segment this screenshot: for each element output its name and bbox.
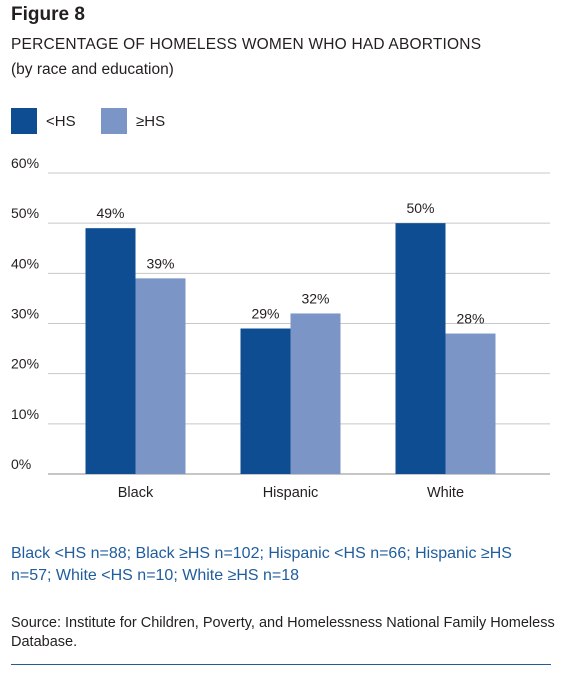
legend-label-lt-hs: <HS xyxy=(46,112,76,130)
x-tick-label: Black xyxy=(118,485,154,501)
y-tick-label: 40% xyxy=(11,255,39,271)
source-note: Source: Institute for Children, Poverty,… xyxy=(11,615,555,650)
sample-size-note: Black <HS n=88; Black ≥HS n=102; Hispani… xyxy=(11,545,512,584)
x-tick-label: White xyxy=(427,485,464,501)
bar-black-ge-hs xyxy=(135,278,186,474)
legend-swatch-lt-hs xyxy=(11,108,37,134)
bar-hispanic-lt-hs xyxy=(240,328,291,474)
bar-black-lt-hs xyxy=(85,228,136,474)
bottom-rule xyxy=(11,664,551,665)
y-tick-label: 0% xyxy=(11,456,31,472)
legend-label-ge-hs: ≥HS xyxy=(136,112,166,130)
data-label: 49% xyxy=(96,205,124,221)
data-label: 32% xyxy=(301,290,329,306)
y-tick-label: 10% xyxy=(11,406,39,422)
y-tick-label: 30% xyxy=(11,306,39,322)
bar-white-ge-hs xyxy=(445,333,496,474)
legend-item-lt-hs: <HS xyxy=(11,108,76,134)
legend-item-ge-hs: ≥HS xyxy=(101,108,165,134)
bar-chart: 0% 10% 20% 30% 40% 50% 60% 49% 39% Black 29% 32% His… xyxy=(11,155,550,501)
y-tick-label: 60% xyxy=(11,155,39,171)
data-label: 50% xyxy=(406,200,434,216)
y-tick-label: 50% xyxy=(11,205,39,221)
x-tick-label: Hispanic xyxy=(263,485,319,501)
data-label: 28% xyxy=(456,311,484,327)
bar-white-lt-hs xyxy=(395,223,446,474)
figure-label: Figure 8 xyxy=(11,4,85,25)
data-label: 29% xyxy=(251,306,279,322)
data-label: 39% xyxy=(146,255,174,271)
chart-title: PERCENTAGE OF HOMELESS WOMEN WHO HAD ABO… xyxy=(11,36,482,53)
chart-subtitle: (by race and education) xyxy=(11,61,174,78)
bar-hispanic-ge-hs xyxy=(290,313,341,474)
legend-swatch-ge-hs xyxy=(101,108,127,134)
y-tick-label: 20% xyxy=(11,356,39,372)
